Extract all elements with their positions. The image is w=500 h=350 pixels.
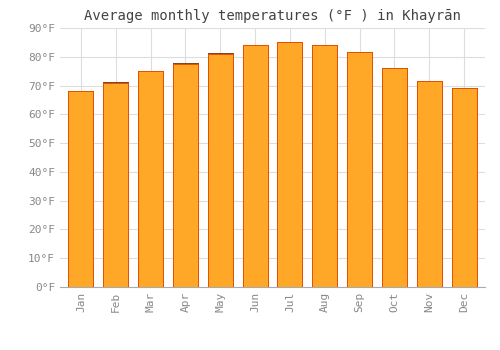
Bar bbox=[242, 45, 268, 287]
Bar bbox=[138, 71, 163, 287]
Bar bbox=[312, 45, 338, 287]
Bar bbox=[347, 52, 372, 287]
Bar bbox=[416, 81, 442, 287]
Bar bbox=[382, 68, 407, 287]
Bar bbox=[382, 68, 407, 287]
Bar bbox=[103, 83, 128, 287]
Bar bbox=[173, 64, 198, 287]
Bar bbox=[68, 91, 94, 287]
Bar bbox=[208, 54, 233, 287]
Bar bbox=[208, 54, 233, 287]
Bar bbox=[278, 42, 302, 287]
Bar bbox=[278, 42, 302, 287]
Bar bbox=[452, 89, 476, 287]
Bar bbox=[382, 68, 407, 287]
Bar bbox=[312, 45, 338, 287]
Bar bbox=[416, 81, 442, 287]
Bar bbox=[68, 91, 94, 287]
Title: Average monthly temperatures (°F ) in Khayrān: Average monthly temperatures (°F ) in Kh… bbox=[84, 9, 461, 23]
Bar bbox=[452, 89, 476, 287]
Bar bbox=[452, 89, 476, 287]
Bar bbox=[138, 71, 163, 287]
Bar bbox=[173, 64, 198, 287]
Bar bbox=[242, 45, 268, 287]
Bar bbox=[416, 81, 442, 287]
Bar bbox=[347, 52, 372, 287]
Bar bbox=[278, 42, 302, 287]
Bar bbox=[347, 52, 372, 287]
Bar bbox=[242, 45, 268, 287]
Bar bbox=[103, 83, 128, 287]
Bar bbox=[68, 91, 94, 287]
Bar bbox=[208, 54, 233, 287]
Bar bbox=[312, 45, 338, 287]
Bar bbox=[138, 71, 163, 287]
Bar bbox=[173, 64, 198, 287]
Bar bbox=[103, 83, 128, 287]
